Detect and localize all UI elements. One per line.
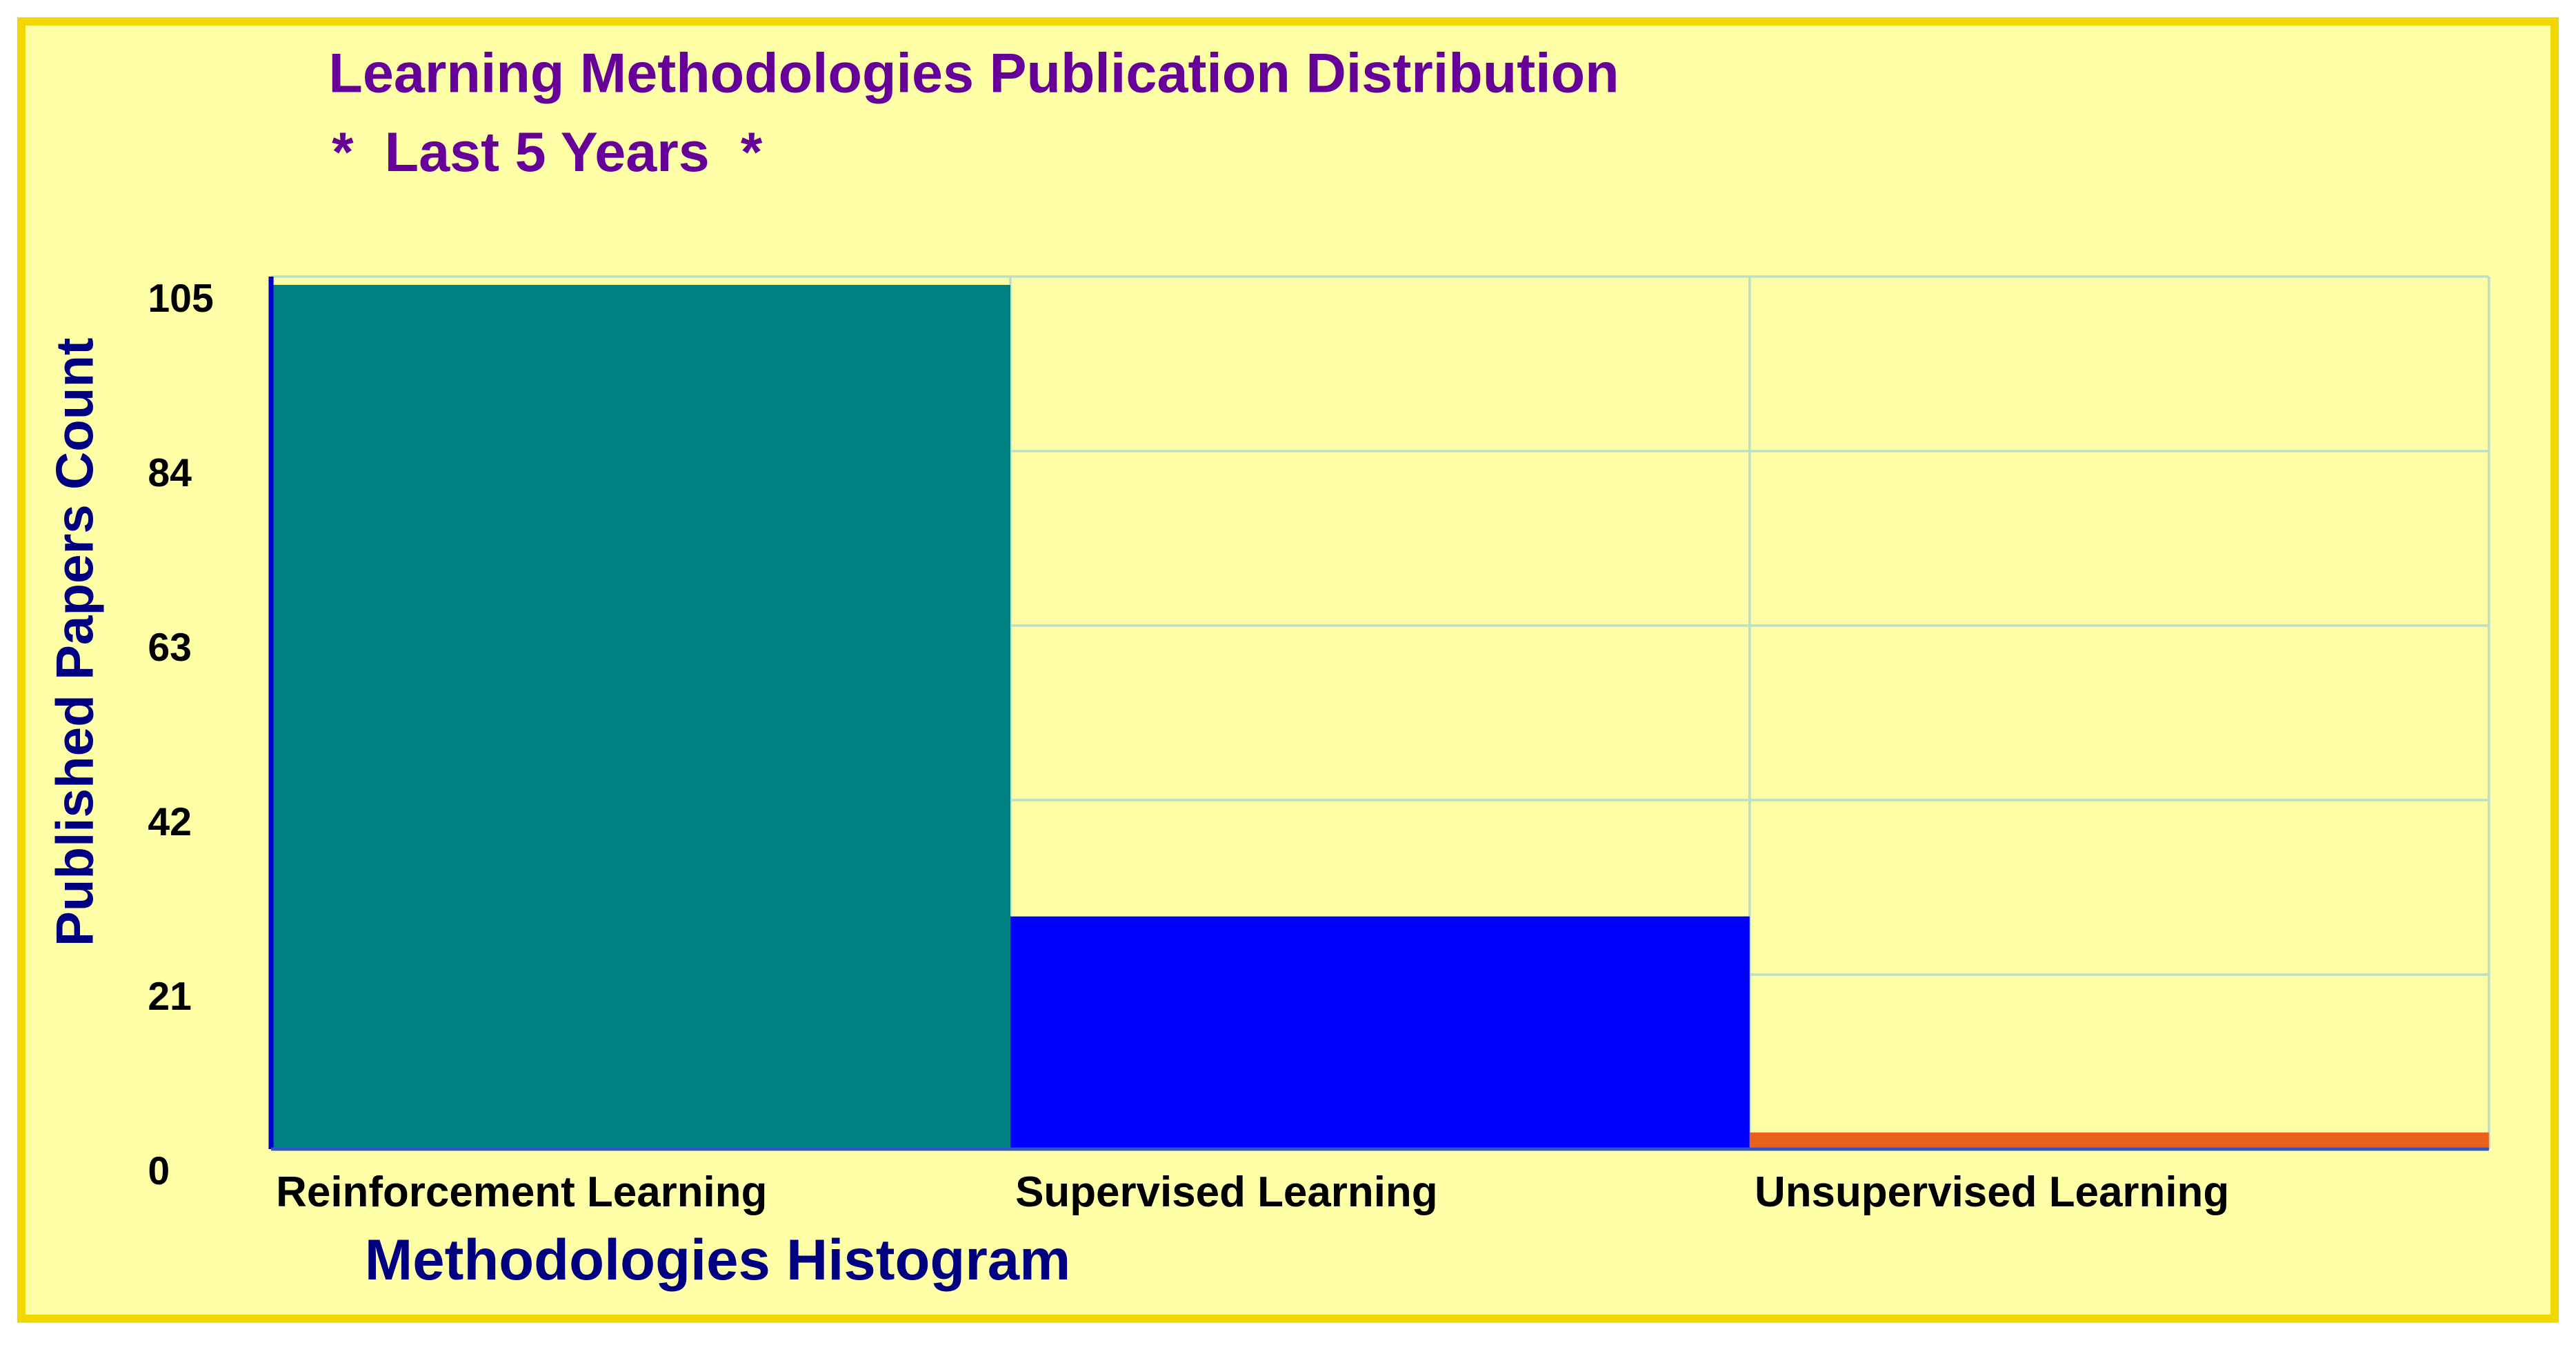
y-tick-label: 84 bbox=[148, 451, 192, 495]
x-axis-label: Methodologies Histogram bbox=[365, 1227, 1070, 1292]
y-tick-label: 63 bbox=[148, 626, 192, 670]
y-tick-label: 21 bbox=[148, 975, 192, 1019]
chart-title: Learning Methodologies Publication Distr… bbox=[328, 43, 1619, 105]
y-tick-label: 42 bbox=[148, 800, 192, 844]
y-tick-label: 0 bbox=[148, 1149, 170, 1193]
chart-subtitle: * Last 5 Years * bbox=[332, 121, 763, 183]
x-tick-label: Unsupervised Learning bbox=[1755, 1168, 2229, 1216]
x-tick-label: Supervised Learning bbox=[1015, 1168, 1438, 1216]
bar bbox=[271, 285, 1010, 1149]
y-tick-label: 105 bbox=[148, 277, 213, 321]
y-axis-label: Published Papers Count bbox=[46, 338, 105, 947]
x-tick-label: Reinforcement Learning bbox=[276, 1168, 767, 1216]
bar bbox=[1749, 1132, 2489, 1149]
bar bbox=[1010, 916, 1750, 1149]
